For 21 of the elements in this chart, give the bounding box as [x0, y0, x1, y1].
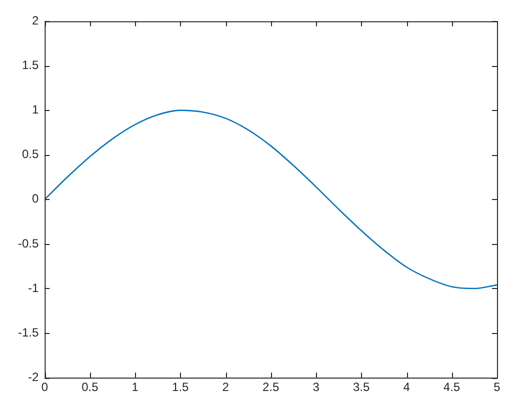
y-tick-label: 2: [32, 14, 39, 28]
x-tick-label: 0.5: [82, 380, 99, 394]
x-tick-label: 1: [132, 380, 139, 394]
x-tick-label: 3: [312, 380, 320, 394]
y-tick-label: 0.5: [22, 147, 39, 162]
x-tick-label: 4.5: [443, 380, 460, 394]
y-tick-label: -2: [28, 370, 39, 384]
x-tick-label: 5: [494, 380, 501, 394]
y-tick-label: 0: [32, 192, 39, 206]
x-tick-label: 0: [41, 380, 48, 394]
y-tick-label: 1.5: [22, 58, 39, 72]
x-tick-label: 1.5: [172, 380, 190, 394]
y-tick-label: -1.5: [18, 325, 39, 340]
x-tick-label: 3.5: [352, 380, 370, 394]
line-series: [44, 110, 497, 290]
y-tick-label: -0.5: [18, 236, 39, 250]
x-tick-label: 2: [222, 380, 230, 394]
y-tick-label: -1: [28, 280, 39, 295]
x-tick-label: 2.5: [262, 380, 280, 394]
x-tick-label: 4: [403, 380, 410, 394]
y-tick-label: 1: [32, 102, 39, 117]
